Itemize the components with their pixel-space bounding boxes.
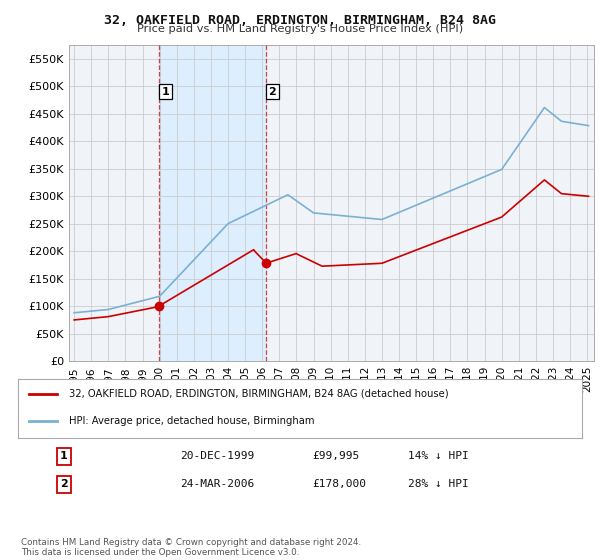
Text: Contains HM Land Registry data © Crown copyright and database right 2024.
This d: Contains HM Land Registry data © Crown c… (21, 538, 361, 557)
Text: 24-MAR-2006: 24-MAR-2006 (180, 479, 254, 489)
Text: 1: 1 (161, 87, 169, 96)
Text: £178,000: £178,000 (312, 479, 366, 489)
Text: 20-DEC-1999: 20-DEC-1999 (180, 451, 254, 461)
Text: 14% ↓ HPI: 14% ↓ HPI (408, 451, 469, 461)
Text: £99,995: £99,995 (312, 451, 359, 461)
Text: 1: 1 (60, 451, 68, 461)
Text: 32, OAKFIELD ROAD, ERDINGTON, BIRMINGHAM, B24 8AG (detached house): 32, OAKFIELD ROAD, ERDINGTON, BIRMINGHAM… (69, 389, 448, 399)
Text: HPI: Average price, detached house, Birmingham: HPI: Average price, detached house, Birm… (69, 417, 314, 427)
Text: 28% ↓ HPI: 28% ↓ HPI (408, 479, 469, 489)
Text: 32, OAKFIELD ROAD, ERDINGTON, BIRMINGHAM, B24 8AG: 32, OAKFIELD ROAD, ERDINGTON, BIRMINGHAM… (104, 14, 496, 27)
Text: 2: 2 (60, 479, 68, 489)
Bar (159, 45, 266, 361)
Text: Price paid vs. HM Land Registry's House Price Index (HPI): Price paid vs. HM Land Registry's House … (137, 24, 463, 34)
Text: 2: 2 (268, 87, 276, 96)
